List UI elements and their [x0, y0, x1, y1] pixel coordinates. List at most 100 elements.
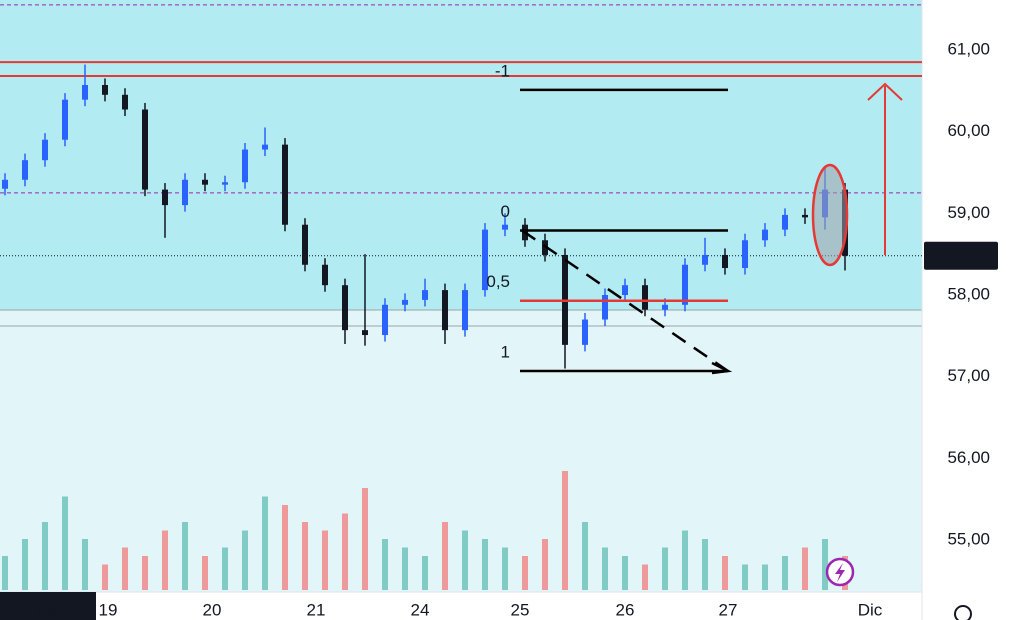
volume-bar: [402, 547, 408, 590]
candle-body: [622, 285, 628, 295]
last-price-box: [924, 241, 998, 270]
bolt[interactable]: [835, 563, 845, 582]
x-tick-label: 26: [616, 600, 635, 619]
time-highlight: [0, 592, 96, 620]
candle-body: [722, 254, 728, 269]
x-tick-label: 18:00: [33, 600, 76, 619]
candle-body: [302, 224, 308, 265]
volume-bar: [602, 547, 608, 590]
volume-bar: [142, 556, 148, 590]
candle-body: [402, 299, 408, 305]
volume-bar: [122, 547, 128, 590]
y-tick-label: 56,00: [947, 448, 990, 467]
x-tick-label: Dic: [858, 600, 883, 619]
volume-bar: [722, 556, 728, 590]
settings-icon[interactable]: [954, 605, 972, 620]
y-tick-label: 55,00: [947, 530, 990, 549]
x-tick-label: 19: [99, 600, 118, 619]
fib-label: 1: [501, 342, 510, 361]
x-tick-label: 24: [411, 600, 430, 619]
candle-body: [262, 144, 268, 150]
volume-bar: [102, 564, 108, 590]
candle-body: [2, 179, 8, 189]
volume-bar: [42, 522, 48, 590]
volume-bar: [762, 564, 768, 590]
last-price-label: 58,48: [947, 245, 990, 264]
candle-body: [342, 285, 348, 331]
candle-body: [162, 189, 168, 206]
y-tick-label: 61,00: [947, 39, 990, 58]
fib-label: 0: [501, 202, 510, 221]
volume-bar: [302, 522, 308, 590]
fib-label: 0,5: [486, 272, 510, 291]
volume-bar: [802, 547, 808, 590]
volume-bar: [202, 556, 208, 590]
volume-bar: [162, 530, 168, 590]
volume-bar: [222, 547, 228, 590]
volume-bar: [82, 539, 88, 590]
volume-bar: [702, 539, 708, 590]
candle-body: [82, 84, 88, 100]
y-tick-label: 59,00: [947, 203, 990, 222]
x-tick-label: 27: [719, 600, 738, 619]
candle-body: [422, 290, 428, 300]
volume-bar: [342, 513, 348, 590]
candle-body: [222, 182, 228, 185]
volume-bar: [542, 539, 548, 590]
volume-bar: [622, 556, 628, 590]
x-tick-label: 20: [203, 600, 222, 619]
price-axis: [922, 0, 1012, 620]
volume-bar: [322, 530, 328, 590]
candle-body: [462, 290, 468, 331]
range-zone: [0, 0, 922, 310]
candle-body: [122, 94, 128, 110]
volume-bar: [22, 539, 28, 590]
candle-body: [202, 179, 208, 185]
volume-bar: [522, 556, 528, 590]
volume-bar: [462, 530, 468, 590]
volume-bar: [182, 522, 188, 590]
highlight-ellipse: [811, 163, 849, 267]
volume-bar: [422, 556, 428, 590]
volume-bar: [782, 556, 788, 590]
volume-bar: [262, 496, 268, 590]
candle-body: [142, 109, 148, 190]
gear[interactable]: [954, 605, 972, 620]
candle-body: [362, 330, 368, 336]
volume-bar: [822, 539, 828, 590]
candle-body: [482, 229, 488, 291]
volume-bar: [442, 522, 448, 590]
candle-body: [762, 229, 768, 241]
volume-bar: [742, 564, 748, 590]
candle-body: [662, 304, 668, 310]
fib-diagonal: [521, 229, 729, 373]
y-tick-label: 57,00: [947, 366, 990, 385]
candle-body: [42, 139, 48, 161]
alert-icon[interactable]: [825, 557, 855, 587]
x-tick-label: 25: [511, 600, 530, 619]
candle-body: [282, 144, 288, 225]
volume-bar: [682, 530, 688, 590]
candle-body: [502, 224, 508, 230]
y-tick-label: 58,00: [947, 284, 990, 303]
candle-body: [582, 319, 588, 345]
volume-bar: [502, 547, 508, 590]
volume-bar: [282, 505, 288, 590]
candle-body: [682, 264, 688, 305]
target-arrowhead: [867, 82, 903, 101]
volume-bar: [642, 564, 648, 590]
volume-bar: [562, 471, 568, 590]
volume-bar: [582, 522, 588, 590]
x-tick-label: 5: [0, 600, 9, 619]
candle-body: [442, 290, 448, 331]
candle-body: [742, 240, 748, 269]
candle-body: [242, 149, 248, 183]
volume-bar: [362, 488, 368, 590]
volume-bar: [662, 547, 668, 590]
candle-body: [782, 214, 788, 230]
candle-body: [182, 179, 188, 206]
volume-bar: [242, 530, 248, 590]
fib-arrowhead: [711, 361, 733, 375]
volume-bar: [382, 539, 388, 590]
